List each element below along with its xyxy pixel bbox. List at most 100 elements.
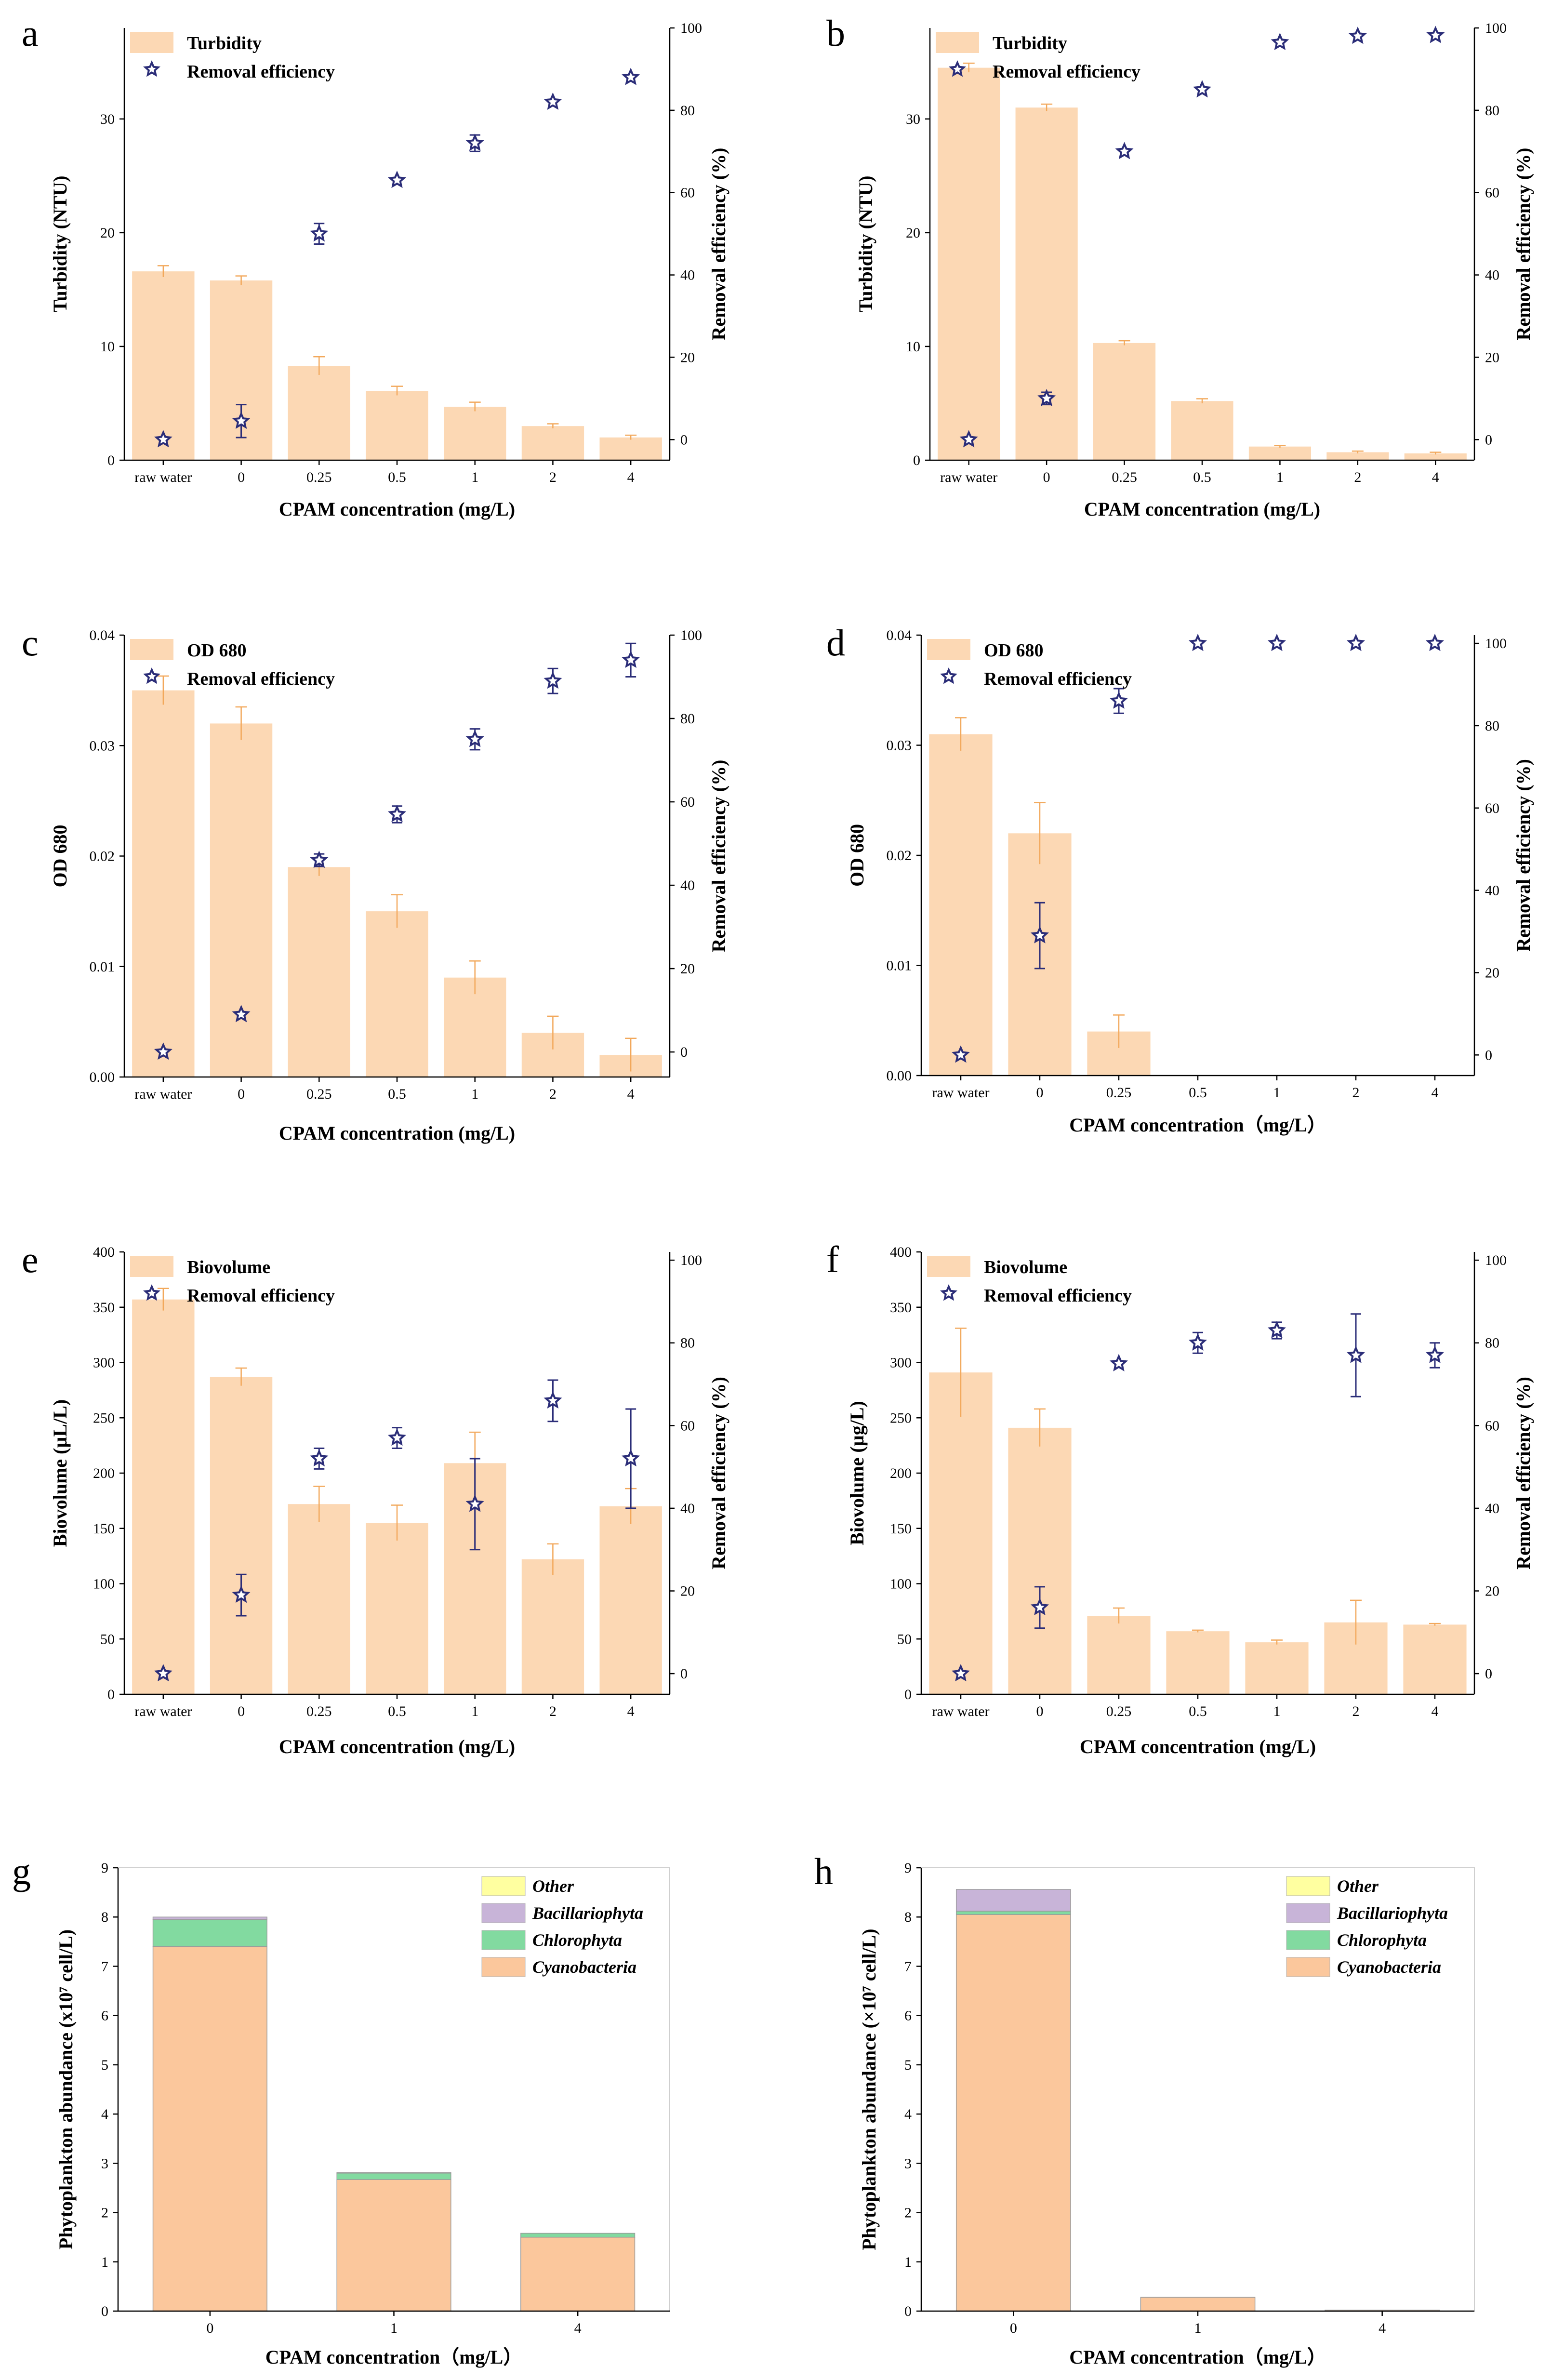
y2-tick-label: 20: [1485, 1583, 1499, 1599]
y-tick-label: 8: [904, 1909, 912, 1925]
x-tick-label: 1: [1273, 1703, 1281, 1719]
y2-axis-title: Removal efficiency (%): [1512, 148, 1534, 341]
x-axis-title: CPAM concentration (mg/L): [1080, 1736, 1316, 1757]
y2-axis-title: Removal efficiency (%): [708, 760, 729, 953]
y-tick-label: 350: [93, 1300, 115, 1316]
star-point-4: [1426, 26, 1445, 43]
y2-tick-label: 60: [1485, 185, 1499, 201]
y-tick-label: 200: [890, 1465, 912, 1481]
star-point-1: [1267, 634, 1286, 652]
y2-tick-label: 80: [680, 1335, 695, 1351]
bar-raw water: [132, 1299, 195, 1694]
x-tick-label: 0.25: [306, 1703, 332, 1719]
legend-star-icon: [948, 60, 967, 77]
x-tick-label: 4: [627, 469, 635, 485]
legend-label: Removal efficiency: [187, 62, 335, 82]
legend-label: Biovolume: [187, 1257, 270, 1277]
x-tick-label: 0: [1036, 1085, 1044, 1101]
x-tick-label: 1: [471, 1086, 478, 1102]
y2-tick-label: 60: [680, 794, 695, 810]
x-tick-label: 0.5: [1189, 1703, 1207, 1719]
y-tick-label: 0: [101, 2303, 108, 2319]
bar-1: [1245, 1642, 1309, 1694]
y-tick-label: 3: [101, 2155, 108, 2171]
y2-tick-label: 0: [680, 1044, 688, 1060]
x-tick-label: 0: [238, 469, 245, 485]
y-tick-label: 9: [101, 1860, 108, 1876]
y2-tick-label: 0: [1485, 432, 1492, 448]
star-point-0.5: [387, 171, 407, 188]
y-axis-title: Phytoplankton abundance (x10⁷ cell/L): [55, 1929, 77, 2249]
legend-swatch-bar: [927, 1256, 970, 1277]
y-tick-label: 20: [906, 225, 920, 241]
y2-axis-title: Removal efficiency (%): [1512, 1377, 1534, 1569]
legend-swatch-bar: [130, 639, 173, 660]
star-point-4: [622, 67, 640, 85]
x-tick-label: raw water: [940, 469, 997, 485]
y-tick-label: 0: [904, 1687, 912, 1702]
legend-label: OD 680: [984, 640, 1044, 661]
y-tick-label: 250: [890, 1410, 912, 1426]
y-tick-label: 0.04: [887, 627, 912, 643]
panel-h: 0 1 4 0 1 2 3 4 5 6 7 8 9 CPAM concentration（mg/L） Phy…: [814, 1850, 1475, 2368]
panel-label: c: [22, 622, 39, 664]
legend-swatch-cyanobacteria: [481, 1957, 526, 1977]
y-tick-label: 6: [904, 2008, 912, 2024]
x-tick-label: raw water: [134, 1086, 192, 1102]
bar-1: [444, 407, 506, 460]
y-tick-label: 2: [904, 2205, 912, 2221]
x-axis-title: CPAM concentration（mg/L）: [1069, 1114, 1326, 1136]
bar-0: [1008, 1427, 1072, 1694]
y-tick-label: 4: [101, 2106, 108, 2122]
star-point-0: [232, 1585, 251, 1603]
y-tick-label: 0.04: [90, 627, 115, 643]
stack-cyanobacteria-4: [520, 2236, 636, 2312]
y-tick-label: 0.02: [90, 849, 115, 864]
y-tick-label: 0.01: [90, 959, 115, 975]
x-tick-label: 0.25: [306, 1086, 332, 1102]
star-point-0.5: [387, 1428, 407, 1446]
y2-axis-title: Removal efficiency (%): [708, 148, 729, 341]
x-tick-label: raw water: [932, 1703, 989, 1719]
bar-0.5: [366, 911, 428, 1077]
star-point-1: [465, 133, 484, 151]
x-tick-label: 0: [238, 1703, 245, 1719]
legend-swatch-bar: [130, 1256, 173, 1277]
y-tick-label: 0: [107, 452, 115, 468]
x-tick-label: 0.25: [1106, 1703, 1132, 1719]
legend-label: Cyanobacteria: [1337, 1957, 1441, 1977]
x-tick-label: 1: [1276, 469, 1284, 485]
legend-label: Chlorophyta: [1337, 1930, 1427, 1950]
legend-label: Other: [1337, 1876, 1379, 1896]
x-tick-label: 2: [549, 1703, 557, 1719]
legend-swatch-cyanobacteria: [1286, 1957, 1330, 1977]
y-tick-label: 30: [100, 111, 115, 127]
bar-0.25: [288, 867, 350, 1077]
bar-0: [1015, 107, 1078, 461]
y-tick-label: 150: [93, 1521, 115, 1537]
y2-tick-label: 80: [1485, 1335, 1499, 1351]
y-axis-title: Biovolume (µL/L): [49, 1399, 71, 1547]
y-tick-label: 50: [100, 1631, 115, 1647]
y2-tick-label: 40: [1485, 267, 1499, 283]
y-tick-label: 7: [904, 1958, 912, 1974]
x-tick-label: 0: [1036, 1703, 1044, 1719]
bar-4: [1404, 453, 1467, 460]
panel-label: f: [826, 1238, 839, 1280]
star-point-0.5: [388, 805, 406, 823]
y-tick-label: 1: [101, 2254, 108, 2270]
y-tick-label: 100: [93, 1576, 115, 1592]
x-axis-title: CPAM concentration (mg/L): [279, 1122, 515, 1144]
panel-g: 0 1 4 0 1 2 3 4 5 6 7 8 9 CPAM concentration（mg/L） Phy…: [12, 1850, 670, 2368]
y-tick-label: 30: [906, 111, 920, 127]
legend-label: OD 680: [187, 640, 247, 661]
y2-tick-label: 0: [680, 1666, 688, 1682]
y2-tick-label: 80: [1485, 103, 1499, 119]
y-tick-label: 10: [100, 339, 115, 355]
y2-tick-label: 60: [1485, 800, 1499, 816]
stack-cyanobacteria-0: [955, 1914, 1071, 2312]
x-tick-label: 2: [1354, 469, 1361, 485]
y-tick-label: 0.00: [90, 1069, 115, 1085]
